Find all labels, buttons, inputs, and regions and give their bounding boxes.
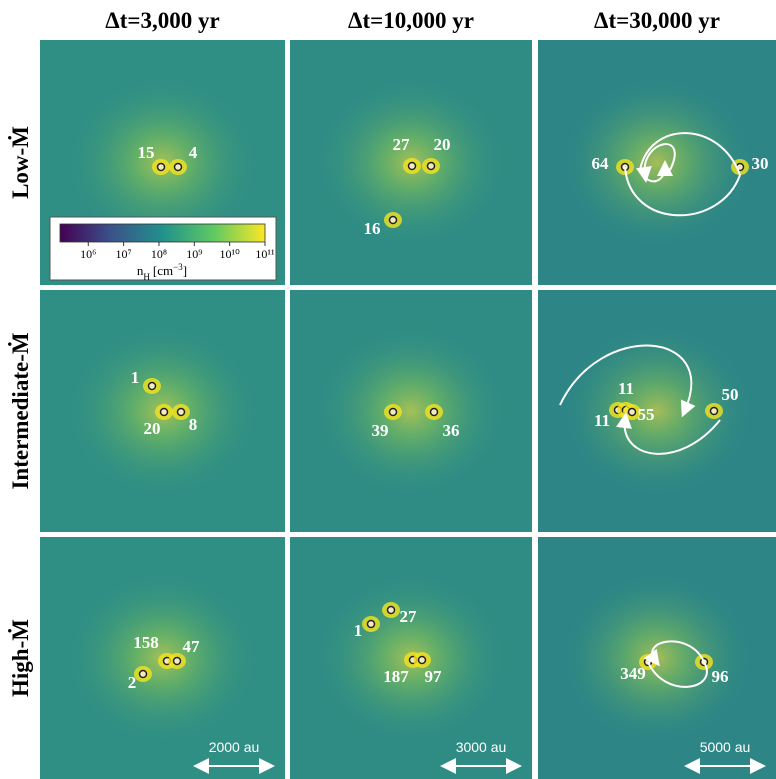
sink-marker bbox=[709, 406, 719, 416]
colorbar-tick-label: 10¹⁰ bbox=[219, 247, 240, 261]
sink-label: 2 bbox=[128, 673, 137, 692]
colorbar-label-part: n bbox=[137, 263, 144, 278]
sink-label: 16 bbox=[364, 219, 381, 238]
colorbar-tick-label: 10⁸ bbox=[151, 247, 167, 261]
sink-label: 349 bbox=[620, 664, 646, 683]
trajectory bbox=[635, 143, 676, 183]
sink-label: 11 bbox=[594, 411, 610, 430]
sink-label: 27 bbox=[400, 607, 418, 626]
sink-marker bbox=[366, 619, 376, 629]
sink-label: 64 bbox=[592, 154, 610, 173]
sink-label: 47 bbox=[183, 637, 201, 656]
trajectory bbox=[616, 412, 721, 455]
sink-label: 20 bbox=[144, 419, 161, 438]
sink-label: 15 bbox=[138, 143, 155, 162]
colorbar-tick-label: 10⁶ bbox=[80, 247, 96, 261]
sink-marker bbox=[388, 215, 398, 225]
sink-label: 30 bbox=[752, 154, 769, 173]
sink-label: 36 bbox=[443, 421, 460, 440]
sink-marker bbox=[147, 381, 157, 391]
sink-label: 158 bbox=[133, 633, 159, 652]
density-glow bbox=[316, 326, 506, 496]
sink-marker bbox=[417, 655, 427, 665]
colorbar-label: nH [cm−3] bbox=[137, 262, 187, 282]
sink-marker bbox=[138, 669, 148, 679]
colorbar-tick-label: 10⁹ bbox=[186, 247, 202, 261]
colorbar-tick-label: 10¹¹ bbox=[255, 247, 275, 261]
sink-label: 8 bbox=[189, 415, 198, 434]
column-title: Δt=30,000 yr bbox=[594, 8, 720, 33]
sink-marker bbox=[176, 407, 186, 417]
row-label: Intermediate-Ṁ bbox=[8, 332, 33, 489]
trajectory bbox=[559, 344, 696, 418]
sink-label: 1 bbox=[131, 368, 140, 387]
sink-marker bbox=[173, 162, 183, 172]
column-title: Δt=3,000 yr bbox=[105, 8, 219, 33]
trajectory bbox=[643, 640, 708, 688]
sink-label: 11 bbox=[618, 379, 634, 398]
density-glow bbox=[562, 77, 752, 248]
colorbar-label-part: −3 bbox=[173, 262, 183, 272]
sink-label: 39 bbox=[372, 421, 389, 440]
sink-marker bbox=[386, 605, 396, 615]
sink-label: 55 bbox=[638, 405, 655, 424]
sink-marker bbox=[429, 407, 439, 417]
density-glow bbox=[562, 326, 752, 496]
sink-label: 1 bbox=[354, 621, 363, 640]
scale-bar-label: 3000 au bbox=[456, 739, 507, 755]
sink-label: 96 bbox=[712, 667, 729, 686]
column-title: Δt=10,000 yr bbox=[348, 8, 474, 33]
sink-marker bbox=[426, 161, 436, 171]
colorbar-label-part: [cm bbox=[153, 263, 173, 278]
sink-marker bbox=[159, 407, 169, 417]
sink-marker bbox=[627, 407, 637, 417]
sink-label: 97 bbox=[425, 667, 443, 686]
sink-label: 27 bbox=[393, 135, 411, 154]
row-label: Low-Ṁ bbox=[8, 126, 33, 199]
sink-marker bbox=[407, 161, 417, 171]
colorbar-label-part: H bbox=[143, 272, 150, 282]
sink-marker bbox=[172, 656, 182, 666]
sink-marker bbox=[388, 407, 398, 417]
density-glow bbox=[562, 573, 752, 743]
colorbar-tick-label: 10⁷ bbox=[116, 247, 132, 261]
sink-label: 187 bbox=[383, 667, 409, 686]
sink-label: 50 bbox=[722, 385, 739, 404]
sink-label: 20 bbox=[434, 135, 451, 154]
scale-bar-label: 2000 au bbox=[209, 739, 260, 755]
colorbar-label-part: ] bbox=[183, 263, 187, 278]
scale-bar-label: 5000 au bbox=[700, 739, 751, 755]
sink-marker bbox=[156, 162, 166, 172]
row-label: High-Ṁ bbox=[8, 619, 33, 697]
colorbar bbox=[59, 223, 266, 243]
sink-label: 4 bbox=[189, 143, 198, 162]
